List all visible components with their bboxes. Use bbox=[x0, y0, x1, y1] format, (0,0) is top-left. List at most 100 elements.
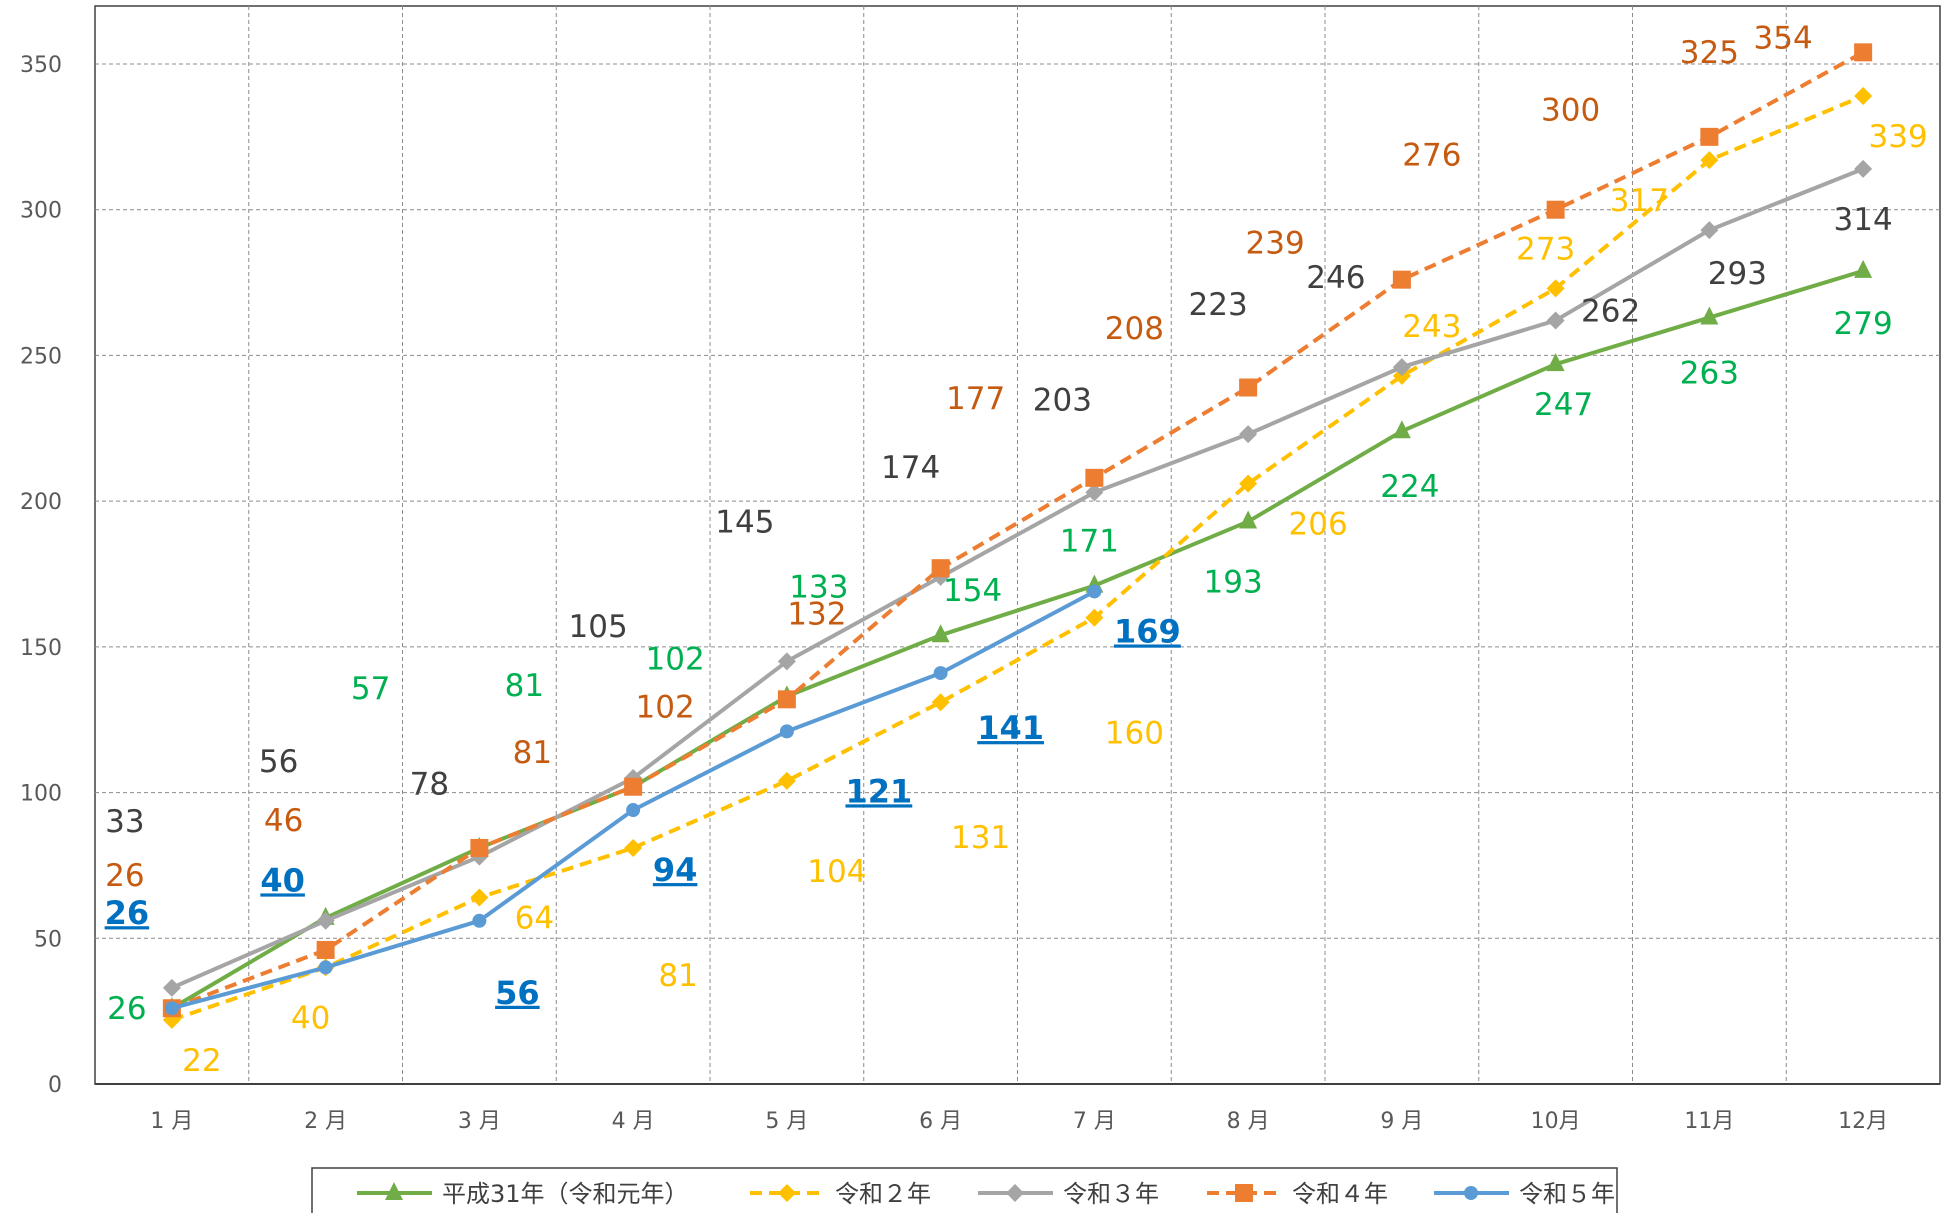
data-label: 26 bbox=[105, 894, 150, 932]
data-point bbox=[1700, 306, 1719, 325]
data-label: 239 bbox=[1246, 225, 1305, 261]
data-label: 22 bbox=[182, 1043, 221, 1079]
data-point bbox=[931, 559, 950, 578]
data-point bbox=[316, 940, 335, 959]
x-tick-label: 1 月 bbox=[150, 1109, 193, 1134]
data-point bbox=[777, 771, 796, 790]
data-label: 279 bbox=[1834, 306, 1893, 342]
data-point bbox=[1700, 127, 1719, 146]
data-label: 145 bbox=[715, 504, 774, 540]
data-point bbox=[318, 960, 333, 975]
data-label: 206 bbox=[1289, 507, 1348, 543]
data-label: 300 bbox=[1541, 93, 1600, 129]
legend-swatch-marker bbox=[1006, 1184, 1024, 1202]
data-point bbox=[1085, 483, 1104, 502]
data-point bbox=[624, 838, 643, 857]
data-point bbox=[1239, 510, 1258, 529]
x-tick-label: 6 月 bbox=[919, 1109, 962, 1134]
data-label: 56 bbox=[495, 974, 540, 1012]
series-line bbox=[170, 269, 1864, 1010]
data-label: 78 bbox=[410, 767, 449, 803]
data-label: 262 bbox=[1581, 293, 1640, 329]
data-label: 81 bbox=[658, 958, 697, 994]
data-label: 273 bbox=[1516, 231, 1575, 267]
data-label: 339 bbox=[1869, 119, 1928, 155]
data-label: 243 bbox=[1402, 309, 1461, 345]
legend-swatch-marker bbox=[1235, 1184, 1253, 1202]
data-point bbox=[777, 652, 796, 671]
data-label: 121 bbox=[845, 772, 912, 810]
data-label: 354 bbox=[1754, 20, 1813, 56]
x-tick-label: 9 月 bbox=[1380, 1109, 1423, 1134]
x-tick-label: 3 月 bbox=[458, 1109, 501, 1134]
data-label: 171 bbox=[1060, 524, 1119, 560]
series-line bbox=[171, 50, 1865, 1011]
data-label: 46 bbox=[264, 803, 303, 839]
x-tick-label: 12月 bbox=[1838, 1109, 1888, 1134]
data-label: 104 bbox=[807, 854, 866, 890]
data-point bbox=[1085, 468, 1104, 487]
data-label: 102 bbox=[646, 642, 705, 678]
data-label: 293 bbox=[1708, 256, 1767, 292]
data-label: 57 bbox=[351, 671, 390, 707]
data-label: 102 bbox=[636, 690, 695, 726]
data-point bbox=[1854, 259, 1873, 278]
x-tick-label: 2 月 bbox=[304, 1109, 347, 1134]
data-point bbox=[1392, 420, 1411, 439]
legend-label: 令和４年 bbox=[1292, 1180, 1388, 1208]
data-point bbox=[1546, 279, 1565, 298]
series-line bbox=[171, 589, 1096, 1011]
data-label: 247 bbox=[1534, 387, 1593, 423]
data-label: 203 bbox=[1033, 382, 1092, 418]
data-point bbox=[1854, 43, 1873, 62]
data-label: 224 bbox=[1380, 469, 1439, 505]
data-label: 276 bbox=[1402, 138, 1461, 174]
data-label: 131 bbox=[951, 820, 1010, 856]
data-label: 132 bbox=[787, 596, 846, 632]
data-point bbox=[1087, 584, 1102, 599]
legend-swatch-marker bbox=[1464, 1186, 1478, 1200]
data-label: 81 bbox=[513, 735, 552, 771]
data-point bbox=[472, 913, 487, 928]
y-tick-label: 50 bbox=[34, 927, 62, 952]
data-label: 193 bbox=[1204, 565, 1263, 601]
data-point bbox=[1546, 311, 1565, 330]
data-point bbox=[779, 724, 794, 739]
data-point bbox=[1546, 200, 1565, 219]
data-point bbox=[931, 624, 950, 643]
series-line bbox=[171, 94, 1864, 1022]
legend-box bbox=[311, 1167, 1618, 1217]
data-point bbox=[1700, 221, 1719, 240]
legend-swatch-marker bbox=[778, 1184, 796, 1202]
data-point bbox=[1085, 608, 1104, 627]
y-tick-label: 250 bbox=[20, 344, 62, 369]
data-label: 325 bbox=[1680, 35, 1739, 71]
legend-label: 令和５年 bbox=[1519, 1180, 1615, 1208]
data-label: 160 bbox=[1105, 716, 1164, 752]
data-label: 223 bbox=[1189, 287, 1248, 323]
data-label: 154 bbox=[943, 573, 1002, 609]
data-label: 317 bbox=[1610, 183, 1669, 219]
data-point bbox=[470, 838, 489, 857]
legend-swatch-marker bbox=[385, 1182, 403, 1200]
y-tick-label: 300 bbox=[20, 199, 62, 224]
legend-label: 令和２年 bbox=[835, 1180, 931, 1208]
data-point bbox=[931, 693, 950, 712]
data-point bbox=[162, 978, 181, 997]
data-label: 174 bbox=[881, 450, 940, 486]
data-label: 64 bbox=[515, 900, 554, 936]
data-point bbox=[1854, 159, 1873, 178]
data-label: 56 bbox=[259, 744, 298, 780]
data-label: 40 bbox=[291, 1000, 330, 1036]
data-label: 33 bbox=[105, 804, 144, 840]
data-label: 246 bbox=[1306, 260, 1365, 296]
y-tick-label: 350 bbox=[20, 53, 62, 78]
y-tick-label: 0 bbox=[48, 1073, 62, 1098]
data-point bbox=[933, 666, 948, 681]
data-label: 105 bbox=[569, 609, 628, 645]
data-point bbox=[1700, 151, 1719, 170]
data-label: 169 bbox=[1114, 612, 1181, 650]
data-point bbox=[626, 803, 641, 818]
